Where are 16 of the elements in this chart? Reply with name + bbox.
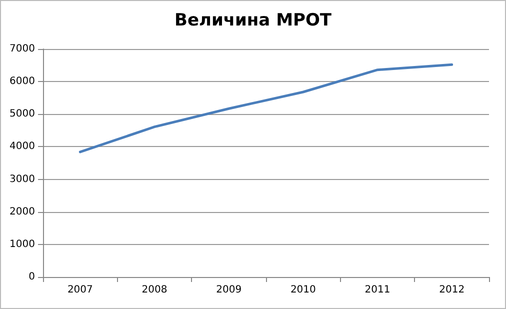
x-tick-label: 2011 <box>364 284 390 296</box>
x-tick-label: 2007 <box>67 284 93 296</box>
x-tick-label: 2009 <box>216 284 242 296</box>
y-tick-label: 4000 <box>10 141 35 152</box>
x-tick-label: 2008 <box>142 284 168 296</box>
chart-title: Величина МРОТ <box>174 10 332 30</box>
y-tick-label: 0 <box>28 272 35 282</box>
y-tick-label: 7000 <box>10 44 35 54</box>
y-tick-label: 5000 <box>10 108 35 120</box>
y-tick-label: 3000 <box>10 174 35 185</box>
y-tick-label: 1000 <box>10 238 35 250</box>
y-tick-label: 6000 <box>10 76 35 88</box>
x-tick-label: 2012 <box>439 284 465 296</box>
line-series <box>78 63 454 154</box>
x-tick-label: 2010 <box>290 284 316 296</box>
y-tick-label: 2000 <box>10 206 35 218</box>
